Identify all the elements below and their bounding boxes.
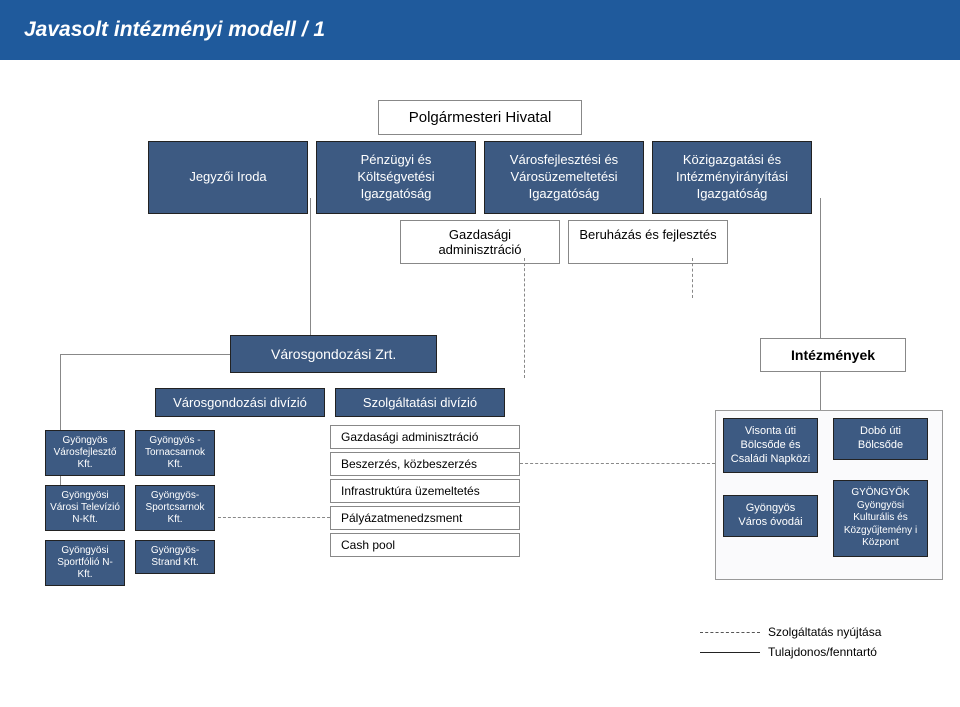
slide-title: Javasolt intézményi modell / 1	[0, 0, 960, 60]
varosf-box: Városfejlesztési és Városüzemeltetési Ig…	[484, 141, 644, 214]
svc-box: Beszerzés, közbeszerzés	[330, 452, 520, 476]
connector-dashed-h	[218, 517, 330, 518]
connector-dashed	[692, 258, 693, 298]
svc-box: Infrastruktúra üzemeltetés	[330, 479, 520, 503]
top-section: Polgármesteri Hivatal Jegyzői Iroda Pénz…	[0, 100, 960, 264]
zrt-box: Városgondozási Zrt.	[230, 335, 437, 373]
kft-box: Gyöngyösi Városi Televízió N-Kft.	[45, 485, 125, 531]
svc-box: Gazdasági adminisztráció	[330, 425, 520, 449]
kft-box: Gyöngyös-Sportcsarnok Kft.	[135, 485, 215, 531]
legend-dashed-icon	[700, 632, 760, 633]
inst-box: Visonta úti Bölcsőde és Családi Napközi	[723, 418, 818, 473]
szolgaltatasi-divizio: Szolgáltatási divízió	[335, 388, 505, 417]
connector-solid	[820, 198, 821, 338]
svc-box: Cash pool	[330, 533, 520, 557]
igazgatosag-row: Jegyzői Iroda Pénzügyi és Költségvetési …	[0, 141, 960, 214]
legend: Szolgáltatás nyújtása Tulajdonos/fenntar…	[700, 625, 881, 659]
connector-dashed-h	[520, 463, 715, 464]
legend-label: Szolgáltatás nyújtása	[768, 625, 881, 639]
kft-box: Gyöngyösi Sportfólió N-Kft.	[45, 540, 125, 586]
inst-box: Gyöngyös Város óvodái	[723, 495, 818, 537]
inst-box: Dobó úti Bölcsőde	[833, 418, 928, 460]
penzugy-box: Pénzügyi és Költségvetési Igazgatóság	[316, 141, 476, 214]
legend-row: Szolgáltatás nyújtása	[700, 625, 881, 639]
varosgondozasi-divizio: Városgondozási divízió	[155, 388, 325, 417]
beruhazas-box: Beruházás és fejlesztés	[568, 220, 728, 264]
legend-row: Tulajdonos/fenntartó	[700, 645, 881, 659]
kft-box: Gyöngyös-Strand Kft.	[135, 540, 215, 574]
connector-dashed	[524, 258, 525, 378]
svc-box: Pályázatmenedzsment	[330, 506, 520, 530]
kozig-box: Közigazgatási és Intézményirányítási Iga…	[652, 141, 812, 214]
jegyzo-box: Jegyzői Iroda	[148, 141, 308, 214]
connector-solid-h	[60, 354, 230, 355]
inst-box: GYÖNGYÖK Gyöngyösi Kulturális és Közgyűj…	[833, 480, 928, 557]
connector-solid	[60, 354, 61, 504]
connector-solid	[310, 198, 311, 335]
gazdasagi-admin-box: Gazdasági adminisztráció	[400, 220, 560, 264]
intezmenyek-header: Intézmények	[760, 338, 906, 372]
under-row: Gazdasági adminisztráció Beruházás és fe…	[168, 220, 960, 264]
legend-solid-icon	[700, 652, 760, 653]
polgarmesteri-box: Polgármesteri Hivatal	[378, 100, 583, 135]
legend-label: Tulajdonos/fenntartó	[768, 645, 877, 659]
kft-box: Gyöngyös - Tornacsarnok Kft.	[135, 430, 215, 476]
connector-solid	[820, 372, 821, 410]
kft-box: Gyöngyös Városfejlesztő Kft.	[45, 430, 125, 476]
